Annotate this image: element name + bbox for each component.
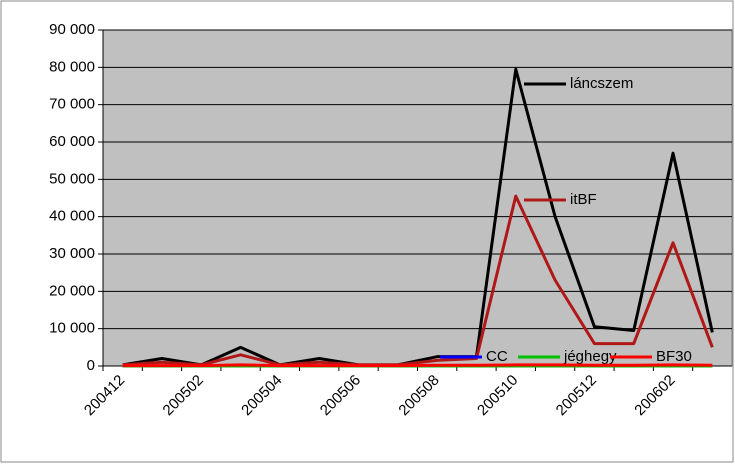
y-tick-label: 30 000 bbox=[49, 245, 95, 262]
series-line bbox=[122, 67, 714, 367]
series-line bbox=[122, 363, 713, 368]
y-tick-label: 90 000 bbox=[49, 21, 95, 38]
y-tick-label: 10 000 bbox=[49, 320, 95, 337]
y-tick-label: 50 000 bbox=[49, 170, 95, 187]
y-tick-label: 0 bbox=[87, 357, 95, 374]
legend-label: BF30 bbox=[656, 348, 692, 365]
y-tick-label: 80 000 bbox=[49, 58, 95, 75]
plot-area bbox=[102, 29, 733, 367]
y-tick-label: 20 000 bbox=[49, 282, 95, 299]
legend-label: itBF bbox=[570, 191, 597, 208]
y-tick-label: 60 000 bbox=[49, 133, 95, 150]
legend-label: láncszem bbox=[570, 75, 633, 92]
y-tick-label: 40 000 bbox=[49, 208, 95, 225]
y-tick-label: 70 000 bbox=[49, 96, 95, 113]
legend-label: CC bbox=[486, 348, 508, 365]
series-line bbox=[122, 194, 714, 367]
legend-label: jéghegy bbox=[563, 348, 617, 365]
